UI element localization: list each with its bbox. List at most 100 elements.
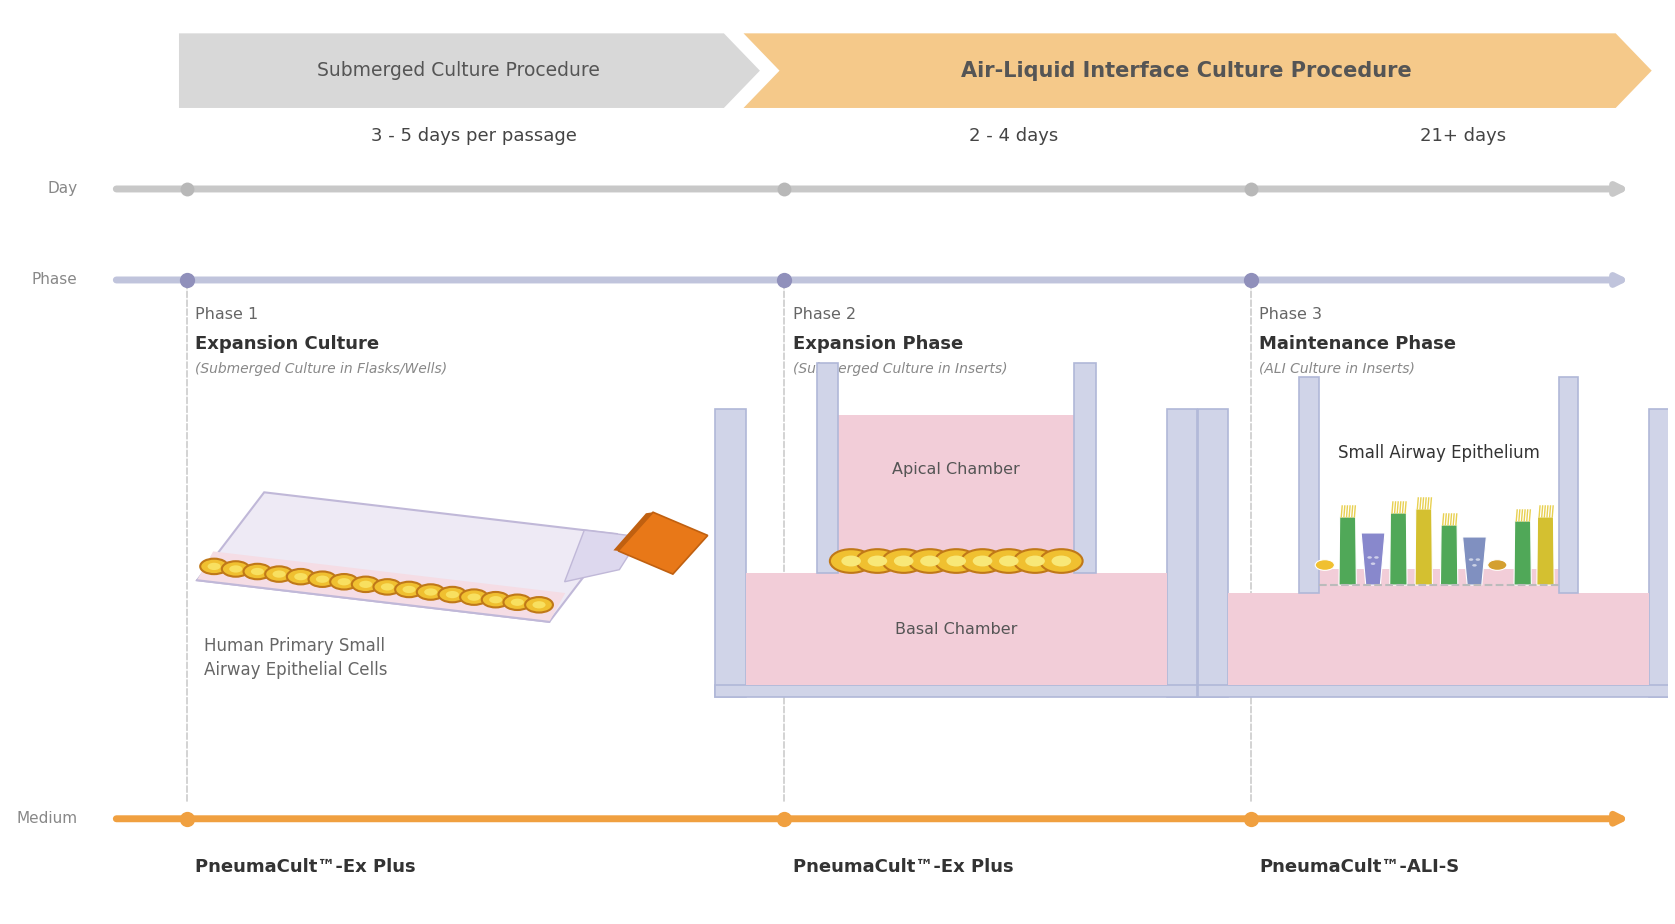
Circle shape [511, 599, 524, 606]
Circle shape [489, 596, 502, 603]
Circle shape [482, 592, 509, 607]
Polygon shape [618, 512, 709, 574]
Polygon shape [1338, 517, 1357, 585]
Circle shape [265, 566, 293, 582]
Circle shape [910, 549, 951, 573]
Text: 3 - 5 days per passage: 3 - 5 days per passage [370, 128, 576, 145]
Circle shape [1374, 556, 1379, 559]
Circle shape [467, 593, 481, 601]
Text: (Submerged Culture in Inserts): (Submerged Culture in Inserts) [792, 362, 1007, 376]
Text: PneumaCult™-Ex Plus: PneumaCult™-Ex Plus [792, 858, 1013, 876]
Text: 21+ days: 21+ days [1420, 128, 1506, 145]
Text: Submerged Culture Procedure: Submerged Culture Procedure [317, 61, 600, 80]
Circle shape [273, 570, 286, 578]
Bar [1198, 686, 1675, 698]
Text: PneumaCult™-Ex Plus: PneumaCult™-Ex Plus [196, 858, 415, 876]
Bar [1320, 569, 1559, 593]
Circle shape [1476, 558, 1481, 561]
Circle shape [973, 555, 992, 566]
Circle shape [338, 578, 350, 586]
Polygon shape [1390, 513, 1407, 585]
Circle shape [1315, 560, 1335, 570]
Circle shape [961, 549, 1003, 573]
Circle shape [1013, 549, 1057, 573]
Text: Human Primary Small: Human Primary Small [204, 637, 385, 655]
Circle shape [1487, 560, 1508, 570]
Text: (ALI Culture in Inserts): (ALI Culture in Inserts) [1260, 362, 1415, 376]
Circle shape [461, 590, 487, 605]
Text: Medium: Medium [17, 811, 77, 826]
Text: PneumaCult™-ALI-S: PneumaCult™-ALI-S [1260, 858, 1459, 876]
Circle shape [1040, 549, 1082, 573]
Circle shape [829, 549, 873, 573]
Text: (Submerged Culture in Flasks/Wells): (Submerged Culture in Flasks/Wells) [196, 362, 447, 376]
Text: Basal Chamber: Basal Chamber [894, 622, 1017, 637]
Polygon shape [1514, 521, 1531, 585]
Circle shape [1370, 563, 1375, 565]
Text: Maintenance Phase: Maintenance Phase [1260, 334, 1456, 353]
Circle shape [841, 555, 861, 566]
Circle shape [286, 569, 315, 584]
Circle shape [935, 549, 978, 573]
Circle shape [251, 568, 265, 575]
Circle shape [946, 555, 966, 566]
Circle shape [883, 549, 925, 573]
Circle shape [446, 591, 459, 598]
Circle shape [424, 589, 437, 596]
Bar [838, 416, 1074, 573]
Circle shape [868, 555, 888, 566]
Circle shape [352, 577, 380, 592]
Circle shape [221, 561, 250, 577]
Polygon shape [198, 552, 564, 622]
Circle shape [358, 580, 372, 588]
Bar [1228, 593, 1650, 686]
Bar [1650, 408, 1675, 698]
Polygon shape [564, 530, 640, 582]
Polygon shape [1415, 509, 1432, 585]
Circle shape [526, 597, 553, 613]
Bar [1559, 377, 1578, 593]
Circle shape [504, 594, 531, 610]
Circle shape [1367, 556, 1372, 559]
Circle shape [1052, 555, 1072, 566]
Text: Phase 2: Phase 2 [792, 308, 856, 322]
Polygon shape [1440, 525, 1457, 585]
Polygon shape [1462, 537, 1486, 585]
Circle shape [533, 602, 546, 609]
Circle shape [439, 587, 466, 602]
Text: Phase: Phase [32, 273, 77, 287]
Circle shape [920, 555, 940, 566]
Bar [1300, 377, 1320, 593]
Bar [817, 363, 838, 573]
Circle shape [330, 574, 358, 590]
Polygon shape [198, 492, 616, 622]
Circle shape [856, 549, 899, 573]
Circle shape [229, 565, 243, 573]
Polygon shape [613, 512, 653, 551]
Circle shape [402, 586, 415, 593]
Bar [715, 686, 1198, 698]
Circle shape [417, 584, 444, 600]
Bar [1074, 363, 1095, 573]
Text: Air-Liquid Interface Culture Procedure: Air-Liquid Interface Culture Procedure [961, 61, 1412, 80]
Text: Expansion Phase: Expansion Phase [792, 334, 963, 353]
Circle shape [374, 579, 402, 595]
Text: Phase 3: Phase 3 [1260, 308, 1322, 322]
Bar [1320, 431, 1559, 593]
Circle shape [1472, 564, 1477, 566]
Polygon shape [1538, 517, 1554, 585]
Text: Day: Day [47, 181, 77, 197]
Circle shape [395, 582, 424, 597]
Circle shape [998, 555, 1018, 566]
Text: Apical Chamber: Apical Chamber [893, 463, 1020, 478]
Text: Expansion Culture: Expansion Culture [196, 334, 380, 353]
Text: Airway Epithelial Cells: Airway Epithelial Cells [204, 661, 387, 678]
Circle shape [208, 563, 221, 570]
Circle shape [894, 555, 913, 566]
Circle shape [295, 573, 307, 580]
Circle shape [317, 576, 328, 583]
Bar [715, 408, 745, 698]
Circle shape [988, 549, 1030, 573]
Polygon shape [1362, 533, 1385, 585]
Text: Phase 1: Phase 1 [196, 308, 258, 322]
